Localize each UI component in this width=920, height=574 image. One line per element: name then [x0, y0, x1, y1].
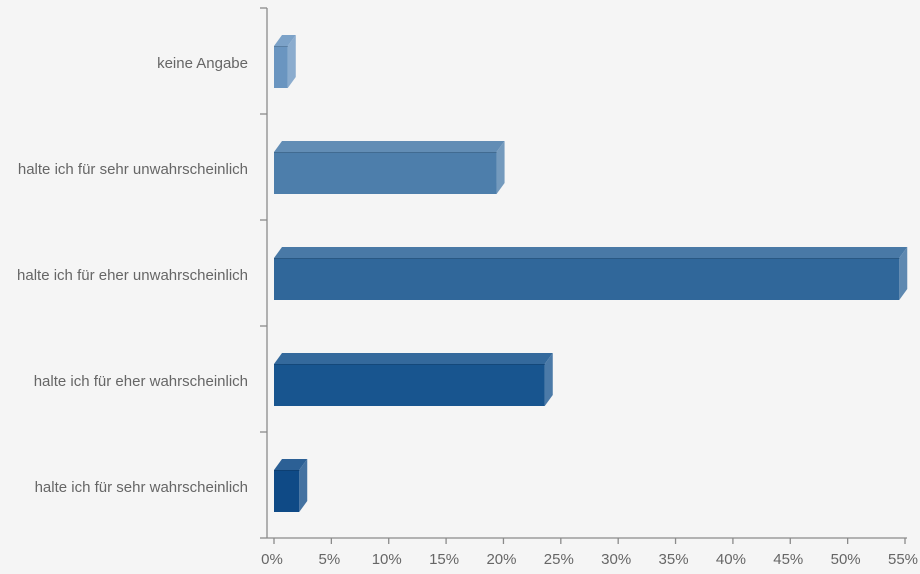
- bar-top-face: [274, 353, 553, 364]
- category-label-halte-ich-für-eher-unwahrscheinlich: halte ich für eher unwahrscheinlich: [17, 267, 248, 284]
- bar-top-face: [274, 459, 308, 470]
- bar-side-face: [496, 141, 505, 194]
- category-label-keine-angabe: keine Angabe: [157, 55, 248, 72]
- bar-side-face: [287, 35, 296, 88]
- category-label-halte-ich-für-sehr-unwahrscheinlich: halte ich für sehr unwahrscheinlich: [18, 161, 248, 178]
- bar-top-face: [274, 35, 296, 46]
- bar-front-face: [274, 152, 497, 194]
- x-tick-label-25: 25%: [544, 551, 574, 568]
- x-tick-label-50: 50%: [831, 551, 861, 568]
- chart-axes: [260, 7, 907, 544]
- bar-front-face: [274, 470, 300, 512]
- bar-halte-ich-für-eher-unwahrscheinlich: [274, 247, 908, 300]
- category-label-halte-ich-für-sehr-wahrscheinlich: halte ich für sehr wahrscheinlich: [35, 479, 248, 496]
- x-tick-label-30: 30%: [601, 551, 631, 568]
- bar-front-face: [274, 258, 900, 300]
- bar-halte-ich-für-sehr-wahrscheinlich: [274, 459, 308, 512]
- bar-side-face: [299, 459, 308, 512]
- x-tick-label-40: 40%: [716, 551, 746, 568]
- bar-halte-ich-für-sehr-unwahrscheinlich: [274, 141, 505, 194]
- chart-bars: [274, 35, 908, 512]
- x-tick-label-0: 0%: [261, 551, 283, 568]
- category-labels: keine Angabe halte ich für sehr unwahrsch…: [17, 55, 248, 496]
- x-tick-label-20: 20%: [486, 551, 516, 568]
- x-tick-labels: 0% 5% 10% 15% 20% 25% 30% 35% 40% 45% 50% 55%: [261, 551, 918, 568]
- bar-top-face: [274, 247, 908, 258]
- x-tick-label-10: 10%: [372, 551, 402, 568]
- x-tick-label-55: 55%: [888, 551, 918, 568]
- bar-top-face: [274, 141, 505, 152]
- bar-side-face: [899, 247, 908, 300]
- bar-halte-ich-für-eher-wahrscheinlich: [274, 353, 553, 406]
- x-tick-label-5: 5%: [319, 551, 341, 568]
- bar-front-face: [274, 364, 545, 406]
- x-tick-label-15: 15%: [429, 551, 459, 568]
- bar-keine-angabe: [274, 35, 296, 88]
- x-tick-label-35: 35%: [659, 551, 689, 568]
- bar-front-face: [274, 46, 288, 88]
- category-label-halte-ich-für-eher-wahrscheinlich: halte ich für eher wahrscheinlich: [34, 373, 248, 390]
- bar-side-face: [544, 353, 553, 406]
- x-tick-label-45: 45%: [773, 551, 803, 568]
